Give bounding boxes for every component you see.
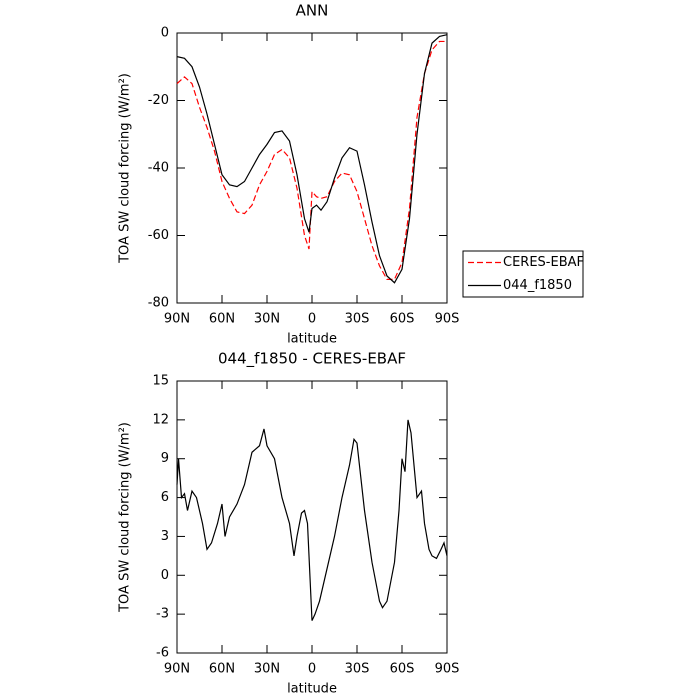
y-tick-label: -40 [148, 161, 169, 176]
x-tick-label: 90S [435, 312, 460, 327]
y-axis-label: TOA SW cloud forcing (W/m²) [118, 422, 133, 613]
x-tick-label: 30N [254, 662, 280, 677]
y-tick-label: 12 [152, 412, 169, 427]
x-tick-label: 30S [345, 312, 370, 327]
x-tick-label: 90N [164, 312, 190, 327]
x-tick-label: 60S [390, 312, 415, 327]
x-tick-label: 0 [308, 662, 316, 677]
y-axis-label: TOA SW cloud forcing (W/m²) [118, 73, 133, 264]
y-tick-label: 3 [161, 529, 169, 544]
x-tick-label: 30S [345, 662, 370, 677]
x-tick-label: 90N [164, 662, 190, 677]
x-axis-label: latitude [287, 332, 337, 347]
y-tick-label: -3 [156, 607, 169, 622]
y-tick-label: 9 [161, 451, 169, 466]
x-tick-label: 30N [254, 312, 280, 327]
x-tick-label: 0 [308, 312, 316, 327]
y-tick-label: 15 [152, 374, 169, 389]
legend-box [462, 250, 584, 298]
x-tick-label: 60S [390, 662, 415, 677]
x-tick-label: 60N [209, 312, 235, 327]
y-tick-label: 6 [161, 490, 169, 505]
y-tick-label: -6 [156, 646, 169, 661]
y-tick-label: 0 [161, 26, 169, 41]
data-line [176, 40, 447, 280]
chart-title: ANN [296, 2, 329, 20]
y-tick-label: -60 [148, 228, 169, 243]
chart-title: 044_f1850 - CERES-EBAF [218, 350, 406, 369]
y-tick-label: -20 [148, 93, 169, 108]
y-tick-label: -80 [148, 296, 169, 311]
x-tick-label: 90S [435, 662, 460, 677]
legend-label: CERES-EBAF [503, 255, 584, 270]
y-tick-label: 0 [161, 568, 169, 583]
plot-frame [176, 32, 448, 304]
legend-label: 044_f1850 [503, 278, 572, 293]
data-line [176, 34, 448, 284]
x-tick-label: 60N [209, 662, 235, 677]
x-axis-label: latitude [287, 682, 337, 697]
data-line [176, 419, 448, 621]
